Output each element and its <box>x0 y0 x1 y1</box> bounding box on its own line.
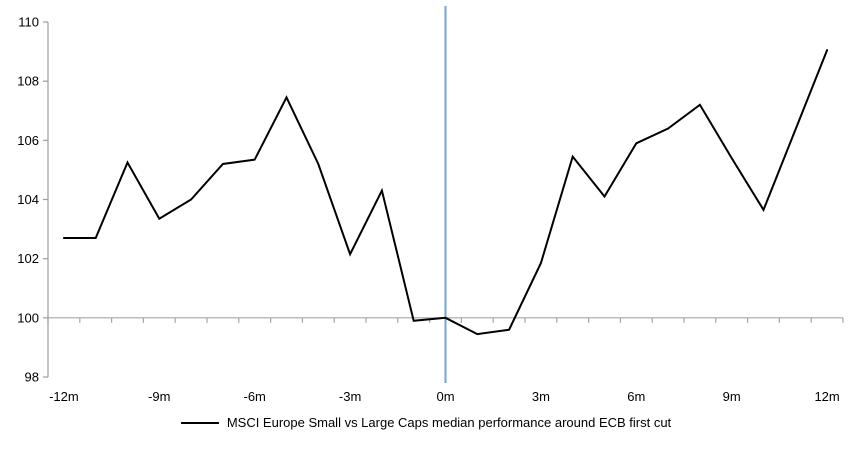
y-tick-label: 104 <box>17 192 39 207</box>
y-tick-label: 106 <box>17 133 39 148</box>
legend-line-sample <box>180 421 219 424</box>
x-tick-label: -3m <box>339 389 361 404</box>
y-tick-label: 102 <box>17 251 39 266</box>
y-tick-label: 98 <box>25 370 39 385</box>
x-tick-label: 9m <box>723 389 741 404</box>
x-tick-label: -6m <box>244 389 266 404</box>
x-tick-label: -12m <box>49 389 79 404</box>
y-tick-label: 100 <box>17 310 39 325</box>
series-line <box>62 49 829 336</box>
chart-plot-area: 98 100 102 104 106 108 110 -12m -9m -6m -3m 0m 3m 6m 9… <box>17 6 844 404</box>
legend: MSCI Europe Small vs Large Caps median p… <box>0 415 852 430</box>
y-tick-label: 110 <box>18 15 39 30</box>
legend-label: MSCI Europe Small vs Large Caps median p… <box>226 415 672 430</box>
x-tick-label: 12m <box>814 389 839 404</box>
x-tick-label: 3m <box>532 389 550 404</box>
y-tick-label: 108 <box>17 74 39 89</box>
x-tick-label: -9m <box>148 389 170 404</box>
x-tick-label: 0m <box>436 389 454 404</box>
x-tick-label: 6m <box>627 389 645 404</box>
